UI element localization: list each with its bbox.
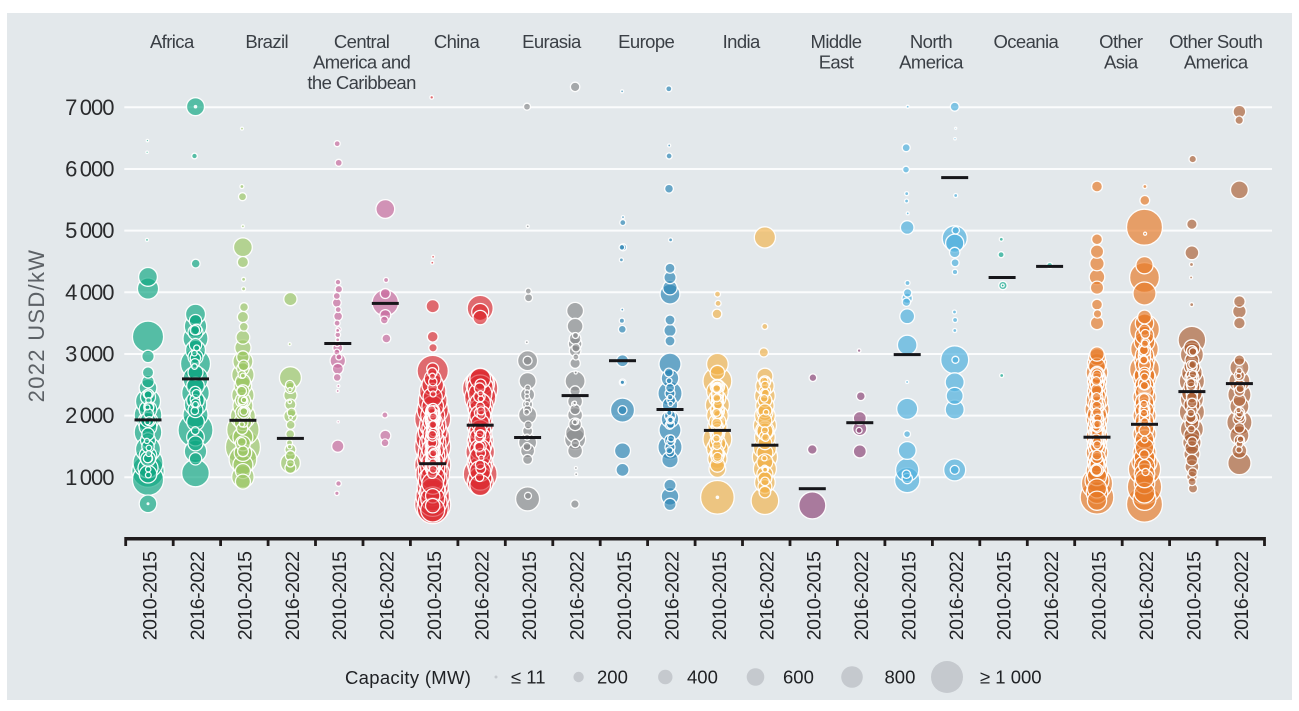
svg-text:the Caribbean: the Caribbean <box>307 72 416 93</box>
svg-text:2016-2022: 2016-2022 <box>1136 552 1158 641</box>
svg-text:800: 800 <box>885 667 916 688</box>
svg-text:2010-2015: 2010-2015 <box>614 551 636 640</box>
svg-text:2016-2022: 2016-2022 <box>756 552 778 641</box>
svg-text:2016-2022: 2016-2022 <box>187 552 209 641</box>
svg-text:4 000: 4 000 <box>65 280 114 305</box>
svg-text:America: America <box>1184 52 1249 73</box>
svg-text:Other South: Other South <box>1169 31 1262 52</box>
svg-text:America: America <box>899 52 964 73</box>
svg-text:5 000: 5 000 <box>65 218 114 243</box>
svg-text:3 000: 3 000 <box>65 342 114 367</box>
svg-text:1 000: 1 000 <box>65 465 114 490</box>
svg-text:America and: America and <box>313 52 411 73</box>
svg-text:2010-2015: 2010-2015 <box>234 551 256 640</box>
svg-text:Middle: Middle <box>811 31 862 52</box>
svg-text:China: China <box>434 31 481 52</box>
svg-text:India: India <box>723 31 761 52</box>
svg-text:2010-2015: 2010-2015 <box>519 551 541 640</box>
svg-text:2016-2022: 2016-2022 <box>851 552 873 641</box>
svg-text:2 000: 2 000 <box>65 403 114 428</box>
svg-text:Africa: Africa <box>150 31 195 52</box>
svg-text:2016-2022: 2016-2022 <box>472 552 494 641</box>
svg-text:Brazil: Brazil <box>245 31 288 52</box>
svg-text:2010-2015: 2010-2015 <box>994 551 1016 640</box>
svg-text:2010-2015: 2010-2015 <box>1088 551 1110 640</box>
svg-text:6 000: 6 000 <box>65 157 114 182</box>
svg-text:2010-2015: 2010-2015 <box>1183 551 1205 640</box>
svg-text:2010-2015: 2010-2015 <box>709 551 731 640</box>
svg-text:2010-2015: 2010-2015 <box>424 551 446 640</box>
svg-text:Oceania: Oceania <box>993 31 1059 52</box>
svg-text:200: 200 <box>597 667 628 688</box>
svg-text:2016-2022: 2016-2022 <box>946 552 968 641</box>
svg-text:2016-2022: 2016-2022 <box>661 552 683 641</box>
svg-text:2016-2022: 2016-2022 <box>567 552 589 641</box>
svg-text:≤ 11: ≤ 11 <box>511 667 546 688</box>
svg-text:North: North <box>910 31 953 52</box>
svg-text:2016-2022: 2016-2022 <box>1041 552 1063 641</box>
svg-text:2010-2015: 2010-2015 <box>899 551 921 640</box>
svg-text:Capacity (MW): Capacity (MW) <box>345 667 471 688</box>
svg-text:East: East <box>819 52 854 73</box>
svg-text:600: 600 <box>783 667 814 688</box>
svg-text:2010-2015: 2010-2015 <box>139 551 161 640</box>
svg-text:400: 400 <box>687 667 718 688</box>
svg-text:2016-2022: 2016-2022 <box>1231 552 1253 641</box>
svg-text:2016-2022: 2016-2022 <box>282 552 304 641</box>
svg-text:2010-2015: 2010-2015 <box>329 551 351 640</box>
svg-text:≥ 1 000: ≥ 1 000 <box>980 667 1042 688</box>
svg-text:2010-2015: 2010-2015 <box>804 551 826 640</box>
svg-text:Asia: Asia <box>1104 52 1139 73</box>
svg-text:7 000: 7 000 <box>65 95 114 120</box>
svg-text:Europe: Europe <box>618 31 674 52</box>
svg-text:Central: Central <box>334 31 389 52</box>
svg-text:Other: Other <box>1099 31 1143 52</box>
svg-text:2016-2022: 2016-2022 <box>377 552 399 641</box>
svg-text:Eurasia: Eurasia <box>522 31 582 52</box>
svg-text:2022 USD/kW: 2022 USD/kW <box>24 249 49 403</box>
